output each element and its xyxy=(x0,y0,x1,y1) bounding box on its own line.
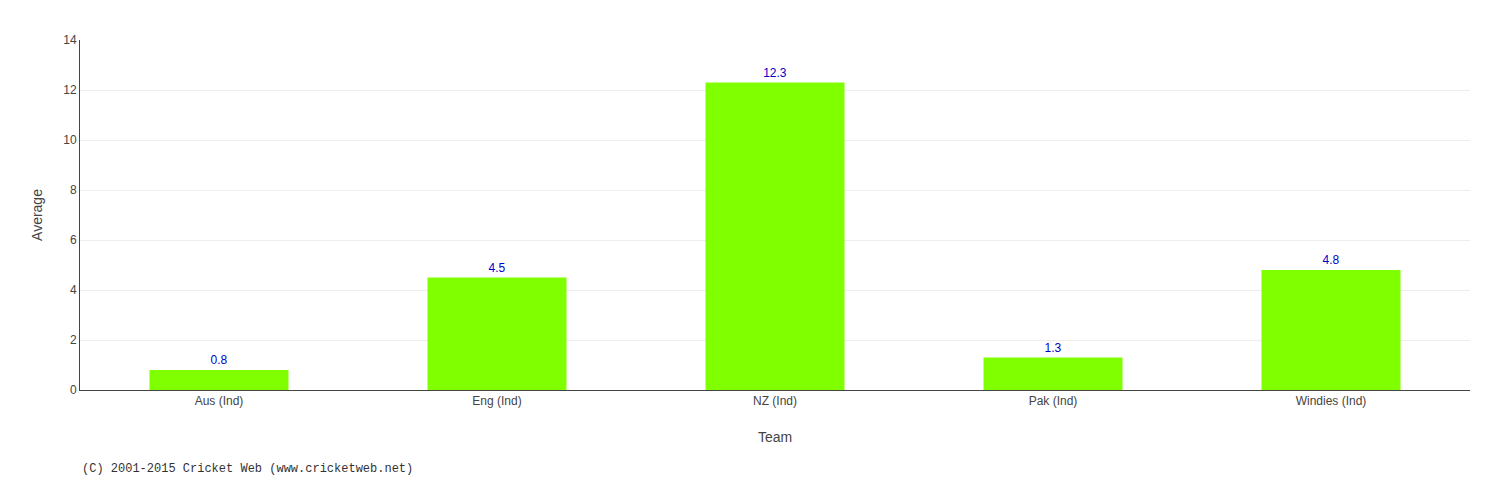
svg-text:(C) 2001-2015 Cricket Web (www: (C) 2001-2015 Cricket Web (www.cricketwe… xyxy=(82,462,413,476)
svg-text:0: 0 xyxy=(70,383,77,397)
svg-text:12: 12 xyxy=(63,83,77,97)
svg-text:1.3: 1.3 xyxy=(1044,341,1061,355)
svg-text:Pak (Ind): Pak (Ind) xyxy=(1029,394,1078,408)
svg-text:Windies (Ind): Windies (Ind) xyxy=(1296,394,1367,408)
svg-text:12.3: 12.3 xyxy=(763,66,787,80)
svg-text:10: 10 xyxy=(63,133,77,147)
svg-text:Team: Team xyxy=(758,429,792,445)
svg-text:4: 4 xyxy=(70,283,77,297)
svg-text:2: 2 xyxy=(70,333,77,347)
svg-text:8: 8 xyxy=(70,183,77,197)
svg-text:Average: Average xyxy=(29,189,45,241)
svg-text:Aus (Ind): Aus (Ind) xyxy=(195,394,244,408)
svg-text:4.8: 4.8 xyxy=(1322,253,1339,267)
svg-text:0.8: 0.8 xyxy=(210,353,227,367)
svg-text:14: 14 xyxy=(63,33,77,47)
svg-text:6: 6 xyxy=(70,233,77,247)
svg-text:Eng (Ind): Eng (Ind) xyxy=(472,394,521,408)
svg-text:4.5: 4.5 xyxy=(488,261,505,275)
svg-text:NZ (Ind): NZ (Ind) xyxy=(753,394,797,408)
